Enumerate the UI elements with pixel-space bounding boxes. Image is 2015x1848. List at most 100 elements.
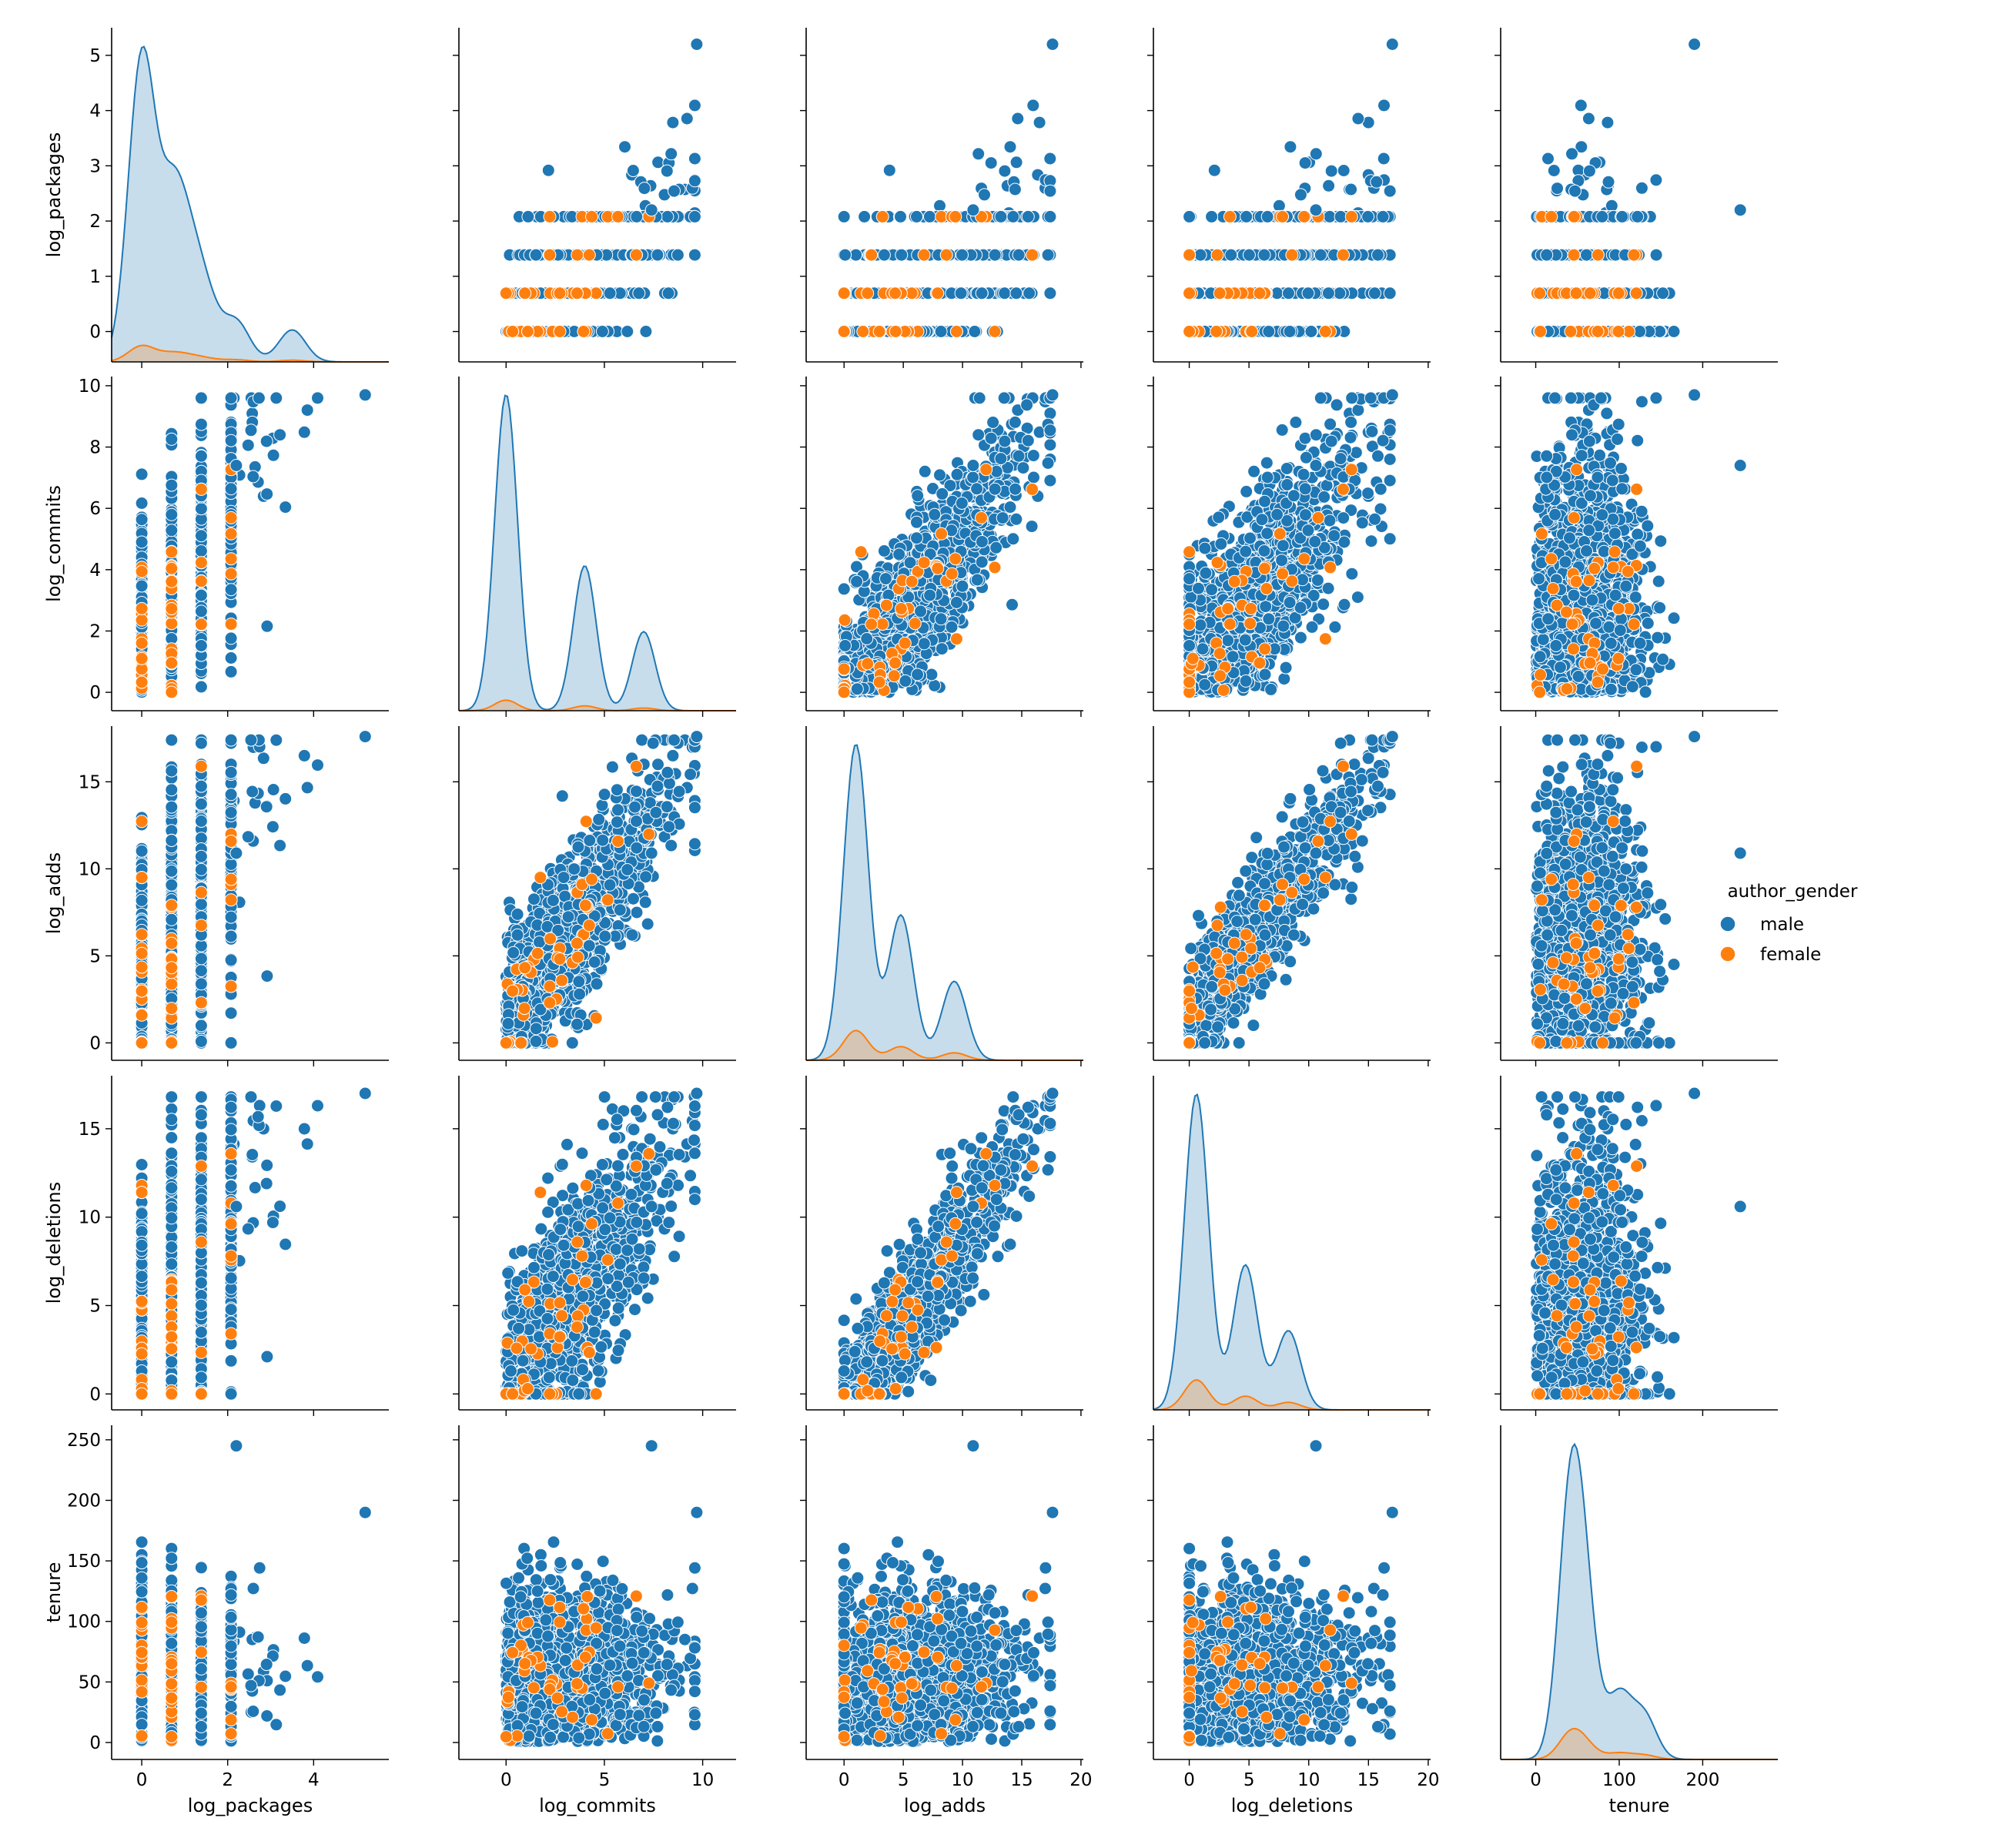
point-male bbox=[1010, 156, 1023, 169]
point-male bbox=[1022, 210, 1034, 223]
point-female bbox=[949, 210, 962, 223]
point-female bbox=[950, 326, 962, 338]
point-female bbox=[554, 326, 566, 338]
point-male bbox=[1384, 185, 1396, 197]
point-male bbox=[1183, 210, 1196, 223]
point-male bbox=[1208, 164, 1220, 176]
point-female bbox=[1345, 210, 1357, 223]
point-male bbox=[989, 249, 1001, 261]
point-male bbox=[1386, 38, 1398, 51]
point-male bbox=[1046, 38, 1059, 51]
point-male bbox=[1369, 287, 1381, 300]
point-male bbox=[1569, 185, 1582, 197]
point-male bbox=[1023, 287, 1036, 300]
point-female bbox=[1337, 249, 1350, 261]
point-male bbox=[1044, 152, 1056, 165]
point-female bbox=[571, 287, 584, 300]
point-male bbox=[1322, 287, 1334, 300]
point-male bbox=[662, 287, 674, 300]
point-male bbox=[688, 152, 701, 165]
point-male bbox=[1225, 249, 1237, 261]
point-male bbox=[878, 249, 890, 261]
point-male bbox=[638, 182, 651, 195]
point-female bbox=[1286, 249, 1298, 261]
point-male bbox=[604, 287, 616, 300]
point-male bbox=[1258, 249, 1270, 261]
point-male bbox=[1372, 249, 1384, 261]
point-male bbox=[1044, 185, 1056, 197]
point-female bbox=[519, 287, 531, 300]
point-female bbox=[1277, 210, 1289, 223]
point-male bbox=[935, 326, 947, 338]
point-male bbox=[956, 249, 969, 261]
point-male bbox=[1362, 210, 1374, 223]
point-female bbox=[521, 326, 534, 338]
point-male bbox=[923, 210, 936, 223]
point-male bbox=[1013, 249, 1025, 261]
point-female bbox=[1210, 326, 1223, 338]
point-male bbox=[1596, 210, 1608, 223]
point-female bbox=[932, 287, 944, 300]
point-male bbox=[640, 326, 652, 338]
point-male bbox=[1650, 174, 1662, 186]
point-male bbox=[999, 165, 1011, 177]
point-male bbox=[985, 157, 997, 169]
y-tick-label: 2 bbox=[89, 212, 101, 232]
point-female bbox=[1213, 287, 1226, 300]
point-male bbox=[522, 210, 534, 223]
point-male bbox=[1044, 210, 1056, 223]
point-male bbox=[667, 116, 679, 129]
y-tick-label: 4 bbox=[89, 102, 101, 122]
point-female bbox=[857, 326, 869, 338]
point-female bbox=[554, 287, 566, 300]
point-male bbox=[621, 326, 634, 338]
point-male bbox=[1657, 287, 1669, 300]
point-male bbox=[1284, 141, 1297, 153]
point-male bbox=[691, 38, 703, 51]
point-female bbox=[586, 210, 598, 223]
point-female bbox=[862, 287, 874, 300]
point-male bbox=[1004, 141, 1016, 153]
point-male bbox=[895, 249, 908, 261]
point-female bbox=[1183, 249, 1196, 261]
point-male bbox=[1377, 152, 1390, 165]
point-male bbox=[619, 141, 631, 153]
point-male bbox=[1240, 210, 1253, 223]
point-female bbox=[889, 326, 902, 338]
point-male bbox=[1194, 249, 1207, 261]
point-female bbox=[544, 210, 556, 223]
y-tick-label: 1 bbox=[89, 267, 101, 287]
y-tick-label: 0 bbox=[89, 323, 101, 343]
point-male bbox=[1575, 99, 1587, 112]
point-male bbox=[1310, 148, 1322, 160]
point-female bbox=[507, 326, 519, 338]
point-male bbox=[1337, 165, 1350, 177]
point-male bbox=[969, 326, 981, 338]
point-female bbox=[838, 287, 850, 300]
point-male bbox=[1010, 287, 1023, 300]
point-male bbox=[1345, 183, 1357, 196]
point-male bbox=[1323, 179, 1335, 192]
point-female bbox=[940, 249, 952, 261]
point-male bbox=[859, 210, 871, 223]
point-male bbox=[1378, 99, 1391, 112]
point-male bbox=[596, 326, 608, 338]
point-female bbox=[1298, 210, 1310, 223]
point-male bbox=[668, 185, 681, 197]
pairplot-figure: 01234502468100510150510150 2 4050100150200… bbox=[0, 0, 2015, 1848]
point-male bbox=[838, 210, 850, 223]
point-female bbox=[838, 326, 850, 338]
panel-log_packages-vs-tenure bbox=[1495, 28, 1778, 368]
panel-log_packages-vs-log_adds bbox=[800, 28, 1083, 368]
point-male bbox=[839, 249, 852, 261]
point-male bbox=[1033, 116, 1046, 129]
point-male bbox=[661, 165, 673, 177]
point-female bbox=[1246, 326, 1258, 338]
point-male bbox=[1583, 165, 1595, 177]
y-tick-label: 3 bbox=[89, 156, 101, 176]
point-male bbox=[1352, 112, 1364, 125]
point-male bbox=[1294, 189, 1307, 201]
point-male bbox=[1206, 210, 1218, 223]
